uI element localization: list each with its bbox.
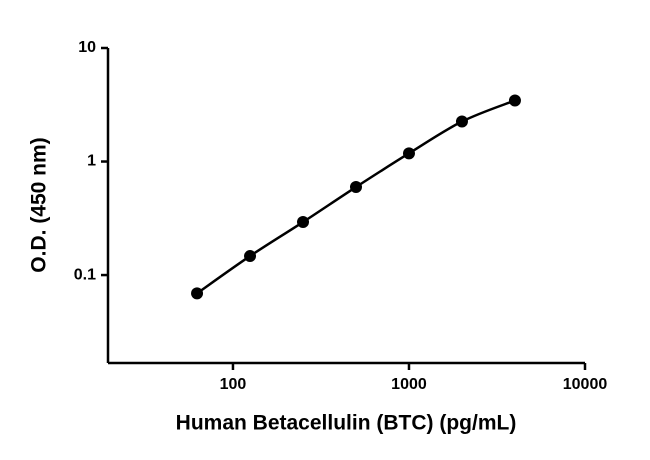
data-point [349,181,362,194]
data-point [297,216,310,229]
data-point [508,94,521,107]
data-point [191,287,204,300]
x-tick-label: 10000 [563,376,608,393]
y-tick-label: 0.1 [74,266,96,283]
y-tick-label: 1 [87,153,96,170]
y-axis-label: O.D. (450 nm) [28,137,51,272]
data-point [402,147,415,160]
data-point [244,250,257,263]
x-axis-label: Human Betacellulin (BTC) (pg/mL) [176,412,517,435]
fit-curve [196,99,516,295]
x-tick-label: 100 [220,376,247,393]
x-tick-label: 1000 [391,376,427,393]
y-tick-label: 10 [78,39,96,56]
data-point [455,115,468,128]
